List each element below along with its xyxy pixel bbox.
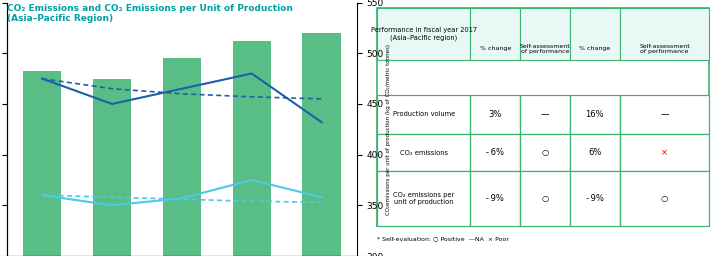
Bar — [93, 79, 131, 256]
Text: —: — — [541, 110, 549, 119]
FancyBboxPatch shape — [377, 95, 470, 134]
Bar — [302, 33, 341, 256]
Text: 3%: 3% — [489, 110, 502, 119]
FancyBboxPatch shape — [377, 171, 470, 226]
FancyBboxPatch shape — [570, 8, 709, 10]
Text: —: — — [660, 110, 669, 119]
FancyBboxPatch shape — [520, 134, 570, 171]
FancyBboxPatch shape — [620, 8, 709, 60]
Text: 16%: 16% — [585, 110, 604, 119]
Text: * Self-evaluation: ○ Positive  —NA  × Poor: * Self-evaluation: ○ Positive —NA × Poor — [377, 236, 509, 241]
Bar — [23, 71, 61, 256]
Text: ○: ○ — [541, 194, 549, 203]
FancyBboxPatch shape — [570, 95, 620, 134]
FancyBboxPatch shape — [470, 95, 520, 134]
Text: Self-assessment
of performance: Self-assessment of performance — [520, 44, 570, 54]
FancyBboxPatch shape — [470, 8, 570, 10]
FancyBboxPatch shape — [377, 134, 470, 171]
Bar — [233, 41, 271, 256]
FancyBboxPatch shape — [620, 171, 709, 226]
Text: - 9%: - 9% — [586, 194, 604, 203]
Text: CO₂ emissions per
unit of production: CO₂ emissions per unit of production — [393, 192, 454, 205]
Text: % change: % change — [480, 47, 511, 51]
Text: 6%: 6% — [588, 148, 601, 157]
FancyBboxPatch shape — [570, 134, 620, 171]
Bar — [163, 58, 201, 256]
Text: ○: ○ — [541, 148, 549, 157]
FancyBboxPatch shape — [377, 8, 470, 60]
FancyBboxPatch shape — [520, 95, 570, 134]
Text: - 9%: - 9% — [486, 194, 504, 203]
FancyBboxPatch shape — [520, 8, 570, 60]
FancyBboxPatch shape — [620, 134, 709, 171]
FancyBboxPatch shape — [570, 8, 620, 60]
Text: ×: × — [661, 148, 668, 157]
Text: CO₂ emissions: CO₂ emissions — [400, 150, 448, 156]
FancyBboxPatch shape — [470, 171, 520, 226]
Text: Performance in fiscal year 2017
(Asia–Pacific region): Performance in fiscal year 2017 (Asia–Pa… — [371, 27, 477, 40]
FancyBboxPatch shape — [520, 171, 570, 226]
Text: - 6%: - 6% — [486, 148, 504, 157]
Text: ○: ○ — [661, 194, 668, 203]
FancyBboxPatch shape — [620, 95, 709, 134]
FancyBboxPatch shape — [470, 8, 520, 60]
FancyBboxPatch shape — [377, 8, 709, 226]
Text: Production volume: Production volume — [393, 111, 455, 118]
Text: % change: % change — [579, 47, 611, 51]
Text: CO₂ Emissions and CO₂ Emissions per Unit of Production
(Asia–Pacific Region): CO₂ Emissions and CO₂ Emissions per Unit… — [7, 4, 293, 23]
FancyBboxPatch shape — [470, 134, 520, 171]
Text: Self-assessment
of performance: Self-assessment of performance — [639, 44, 690, 54]
FancyBboxPatch shape — [570, 171, 620, 226]
Y-axis label: CO₂emissions per unit of production (kg of CO₂/metric tonnes): CO₂emissions per unit of production (kg … — [386, 44, 391, 215]
